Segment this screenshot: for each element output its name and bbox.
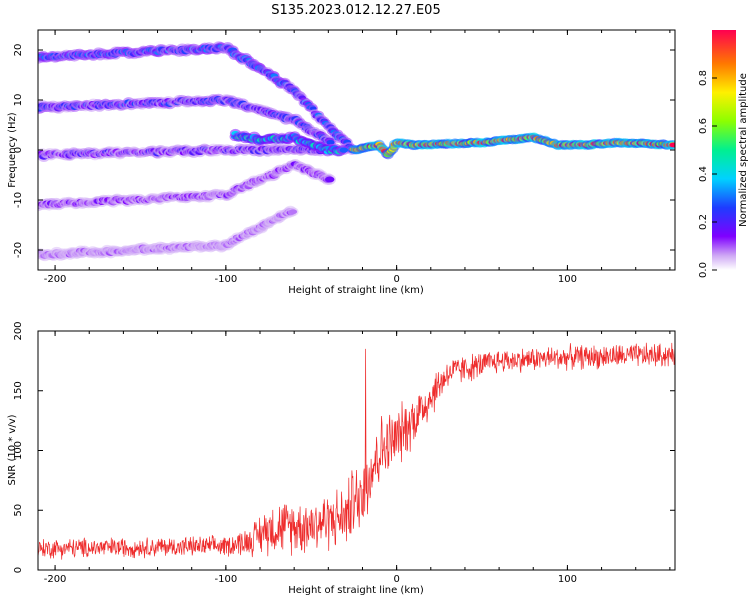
snr-panel: -200 -100 0 100 0 50 100 150 200 Height of strai… bbox=[7, 321, 676, 596]
colorbar-tick-label: 0.8 bbox=[698, 70, 709, 86]
colorbar: 0.0 0.2 0.4 0.6 0.8 Normalized spectral ampl… bbox=[698, 30, 749, 278]
spectrogram-cell bbox=[339, 147, 349, 153]
snr-series-line bbox=[38, 342, 675, 560]
top-y-tick-label: 10 bbox=[13, 94, 24, 107]
bottom-y-axis-label: SNR (10 * v/v) bbox=[7, 414, 18, 485]
bottom-x-tick-label: -100 bbox=[215, 574, 238, 585]
top-y-tick-label: 20 bbox=[13, 44, 24, 57]
colorbar-tick-label: 0.2 bbox=[698, 214, 709, 230]
spectrogram-cell bbox=[669, 142, 675, 148]
top-y-tick-label: -10 bbox=[13, 192, 24, 208]
bottom-y-tick-label: 150 bbox=[13, 381, 24, 400]
bottom-x-tick-label: 0 bbox=[393, 574, 399, 585]
colorbar-tick-label: 0.6 bbox=[698, 118, 709, 134]
top-x-tick-label: -200 bbox=[44, 274, 67, 285]
spectrogram-cell bbox=[326, 140, 335, 145]
chart-title: S135.2023.012.12.27.E05 bbox=[271, 3, 440, 18]
bottom-x-axis-label: Height of straight line (km) bbox=[288, 585, 424, 596]
bottom-y-tick-label: 200 bbox=[13, 321, 24, 340]
colorbar-tick-label: 0.0 bbox=[698, 262, 709, 278]
colorbar-ticks: 0.0 0.2 0.4 0.6 0.8 bbox=[698, 70, 717, 278]
top-y-tick-label: -20 bbox=[13, 242, 24, 258]
bottom-axis-ticks: -200 -100 0 100 0 50 100 150 200 bbox=[13, 321, 675, 585]
colorbar-label: Normalized spectral amplitude bbox=[738, 73, 749, 227]
top-y-tick-label: 0 bbox=[13, 147, 24, 153]
top-x-axis-label: Height of straight line (km) bbox=[288, 285, 424, 296]
top-x-tick-label: 100 bbox=[558, 274, 577, 285]
spectrogram-cell bbox=[289, 209, 298, 215]
bottom-y-tick-label: 50 bbox=[13, 504, 24, 517]
colorbar-tick-label: 0.4 bbox=[698, 166, 709, 182]
bottom-y-tick-label: 100 bbox=[13, 441, 24, 460]
top-x-tick-label: -100 bbox=[215, 274, 238, 285]
top-y-axis-label: Frequency (Hz) bbox=[7, 112, 18, 188]
bottom-y-tick-label: 0 bbox=[13, 567, 24, 573]
top-x-tick-label: 0 bbox=[393, 274, 399, 285]
spectrogram-plot-area bbox=[38, 41, 675, 262]
bottom-x-tick-label: 100 bbox=[558, 574, 577, 585]
colorbar-gradient bbox=[712, 30, 736, 270]
spectrogram-cell bbox=[324, 176, 335, 183]
bottom-x-tick-label: -200 bbox=[44, 574, 67, 585]
